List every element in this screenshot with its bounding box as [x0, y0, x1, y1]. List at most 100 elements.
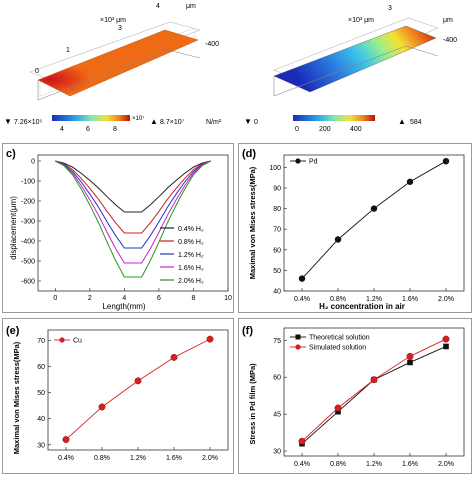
axis-unit-right: μm [443, 17, 453, 24]
data-point [406, 352, 414, 360]
legend-marker [59, 337, 65, 343]
legend-label: Simulated solution [309, 345, 366, 352]
data-point [443, 343, 449, 350]
y-tick-label: -300 [21, 219, 35, 226]
x-tick-label: 0.8% [94, 455, 110, 462]
panel-d-axes: 0.4% 0.8% 1.2% 1.6% 2.0% 40 50 60 70 80 90 100 [269, 154, 465, 303]
legend-label: Theoretical solution [309, 335, 370, 342]
x-tick-label: 8 [192, 295, 196, 302]
top-right-3d-svg: ×10³ μm μm -400 3 ▼ 0 ▲ 584 0 200 400 [244, 5, 457, 133]
axis-unit-top: ×10³ μm [348, 17, 374, 24]
axis-length [273, 45, 407, 97]
plot-frame [37, 154, 229, 292]
y-tick-label: 50 [273, 268, 281, 275]
cbar-tick-200: 200 [319, 126, 331, 133]
legend-marker [295, 344, 301, 350]
cbar-tick-400: 400 [350, 126, 362, 133]
panel-d-box [238, 143, 472, 313]
x-tick-label: 2.0% [438, 461, 454, 468]
data-point [298, 275, 306, 282]
y-tick-label: 100 [269, 165, 281, 172]
panel-e-letter: (e) [6, 325, 20, 337]
tick-3: 3 [388, 5, 392, 12]
tick-3: 3 [118, 25, 122, 32]
top-left-3d-svg: 0 1 3 4 ×10³ μm μm -400 ▼ 7.26×10⁵ ▲ 8.7… [4, 3, 222, 133]
axis-length [37, 49, 169, 101]
tick-0: 0 [35, 68, 39, 75]
axis-unit-top: ×10³ μm [100, 17, 126, 24]
panel-f: (f) 0.4% 0.8% 1.2% 1.6% 2.0% 30 45 60 75 Theoret… [238, 318, 472, 474]
max-value: 584 [410, 119, 422, 126]
x-tick-label: 1.6% [402, 296, 418, 303]
x-tick-label: 2.0% [438, 296, 454, 303]
x-tick-label: 1.2% [130, 455, 146, 462]
cbar-tick-0: 0 [295, 126, 299, 133]
top-right-3d-plot: ×10³ μm μm -400 3 ▼ 0 ▲ 584 0 200 400 [238, 0, 474, 142]
legend-label: Pd [309, 159, 318, 166]
y-tick-label: 80 [273, 206, 281, 213]
data-point [335, 408, 341, 415]
y-tick-label: 30 [273, 449, 281, 456]
y-tick-label: 70 [37, 338, 45, 345]
stress-surface [37, 29, 199, 97]
colorbar [52, 115, 130, 121]
data-point [406, 178, 414, 185]
depth-label: -400 [205, 41, 219, 48]
y-tick-label: -500 [21, 259, 35, 266]
panel-c: c) 0 2 4 6 8 10 0 -100 -200 -300 -400 -500 -600 0.4%… [2, 143, 234, 313]
axis-depth [167, 49, 201, 59]
panel-e-axes: 0.4% 0.8% 1.2% 1.6% 2.0% 30 40 50 60 70 [37, 329, 229, 462]
displacement-line [55, 160, 211, 234]
panel-c-chart: c) 0 2 4 6 8 10 0 -100 -200 -300 -400 -500 -600 0.4%… [6, 148, 232, 311]
y-tick-label: 40 [273, 289, 281, 296]
data-point [407, 359, 413, 366]
panel-e-lines [62, 335, 214, 444]
x-tick-label: 6 [157, 295, 161, 302]
panel-c-box [2, 143, 234, 313]
x-tick-label: 10 [224, 295, 232, 302]
x-tick-label: 0.8% [330, 296, 346, 303]
series-line [65, 338, 211, 440]
y-tick-label: 40 [37, 416, 45, 423]
panel-e-chart: (e) 0.4% 0.8% 1.2% 1.6% 2.0% 30 40 50 60 70 Cu Ma… [6, 325, 229, 462]
panel-f-chart: (f) 0.4% 0.8% 1.2% 1.6% 2.0% 30 45 60 75 Theoret… [242, 325, 465, 468]
panel-d-lines [298, 157, 450, 282]
y-tick-label: 60 [273, 247, 281, 254]
displacement-line [55, 160, 211, 264]
data-point [370, 205, 378, 212]
x-tick-label: 4 [122, 295, 126, 302]
panel-c-lines [55, 160, 211, 278]
panel-c-letter: c) [6, 148, 16, 160]
x-tick-label: 0 [53, 295, 57, 302]
panel-c-axes: 0 2 4 6 8 10 0 -100 -200 -300 -400 -500 -600 [21, 154, 232, 302]
cbar-tick-4: 4 [60, 126, 64, 133]
max-marker-icon: ▲ [150, 117, 158, 126]
displacement-line [55, 160, 211, 213]
cbar-tick-6: 6 [86, 126, 90, 133]
max-value: 8.7×10⁷ [160, 119, 185, 126]
panel-f-ylabel: Stress in Pd film (MPa) [248, 363, 257, 445]
legend-label: 2.0% H₂ [178, 278, 204, 285]
x-tick-label: 1.6% [166, 455, 182, 462]
panel-f-letter: (f) [242, 325, 253, 337]
top-left-3d-plot: 0 1 3 4 ×10³ μm μm -400 ▼ 7.26×10⁵ ▲ 8.7… [0, 0, 236, 142]
cbar-unit: N/m² [206, 119, 222, 126]
x-tick-label: 1.6% [402, 461, 418, 468]
y-tick-label: 0 [31, 159, 35, 166]
panel-d-letter: (d) [242, 148, 256, 160]
x-tick-label: 1.2% [366, 296, 382, 303]
panel-d-chart: (d) 0.4% 0.8% 1.2% 1.6% 2.0%405060708090100 … [242, 148, 465, 311]
panel-d-ylabel: Maximal von Mises stress(MPa) [248, 166, 257, 279]
data-point [206, 335, 214, 343]
y-tick-label: 60 [273, 375, 281, 382]
axis-depth [405, 45, 439, 57]
colorbar [293, 115, 375, 121]
data-point [170, 353, 178, 361]
panel-f-legend: Theoretical solution Simulated solution [290, 334, 370, 352]
x-tick-label: 0.4% [58, 455, 74, 462]
displacement-line [55, 160, 211, 249]
tick-4: 4 [156, 3, 160, 10]
data-point [334, 236, 342, 243]
axis-unit-right: μm [186, 3, 196, 10]
data-point [98, 403, 106, 411]
